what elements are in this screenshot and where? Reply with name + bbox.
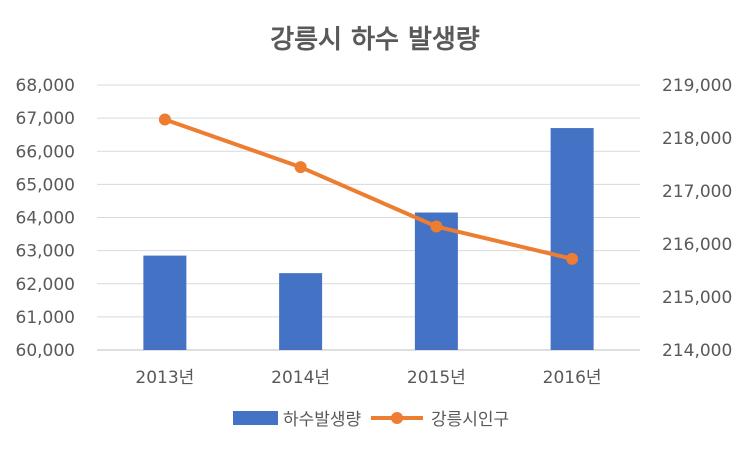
left-tick-label: 64,000	[16, 209, 75, 229]
x-tick-label: 2013년	[135, 368, 194, 388]
legend: 하수발생량 강릉시인구	[233, 410, 509, 430]
right-tick-label: 216,000	[662, 235, 732, 255]
right-tick-label: 215,000	[662, 288, 732, 308]
left-tick-label: 65,000	[16, 175, 75, 195]
left-tick-label: 62,000	[16, 275, 75, 295]
legend-label-bar: 하수발생량	[283, 410, 362, 430]
bar	[279, 273, 323, 350]
left-tick-label: 63,000	[16, 242, 75, 262]
x-tick-label: 2015년	[407, 368, 466, 388]
right-tick-label: 217,000	[662, 182, 732, 202]
right-tick-label: 218,000	[662, 129, 732, 149]
left-tick-label: 67,000	[16, 109, 75, 129]
line-series	[158, 113, 579, 265]
left-tick-label: 66,000	[16, 142, 75, 162]
line-point	[430, 220, 443, 233]
right-axis: 214,000 215,000 216,000 217,000 218,000 219,0…	[662, 76, 732, 361]
right-tick-label: 214,000	[662, 341, 732, 361]
left-axis: 60,000 61,000 62,000 63,000 64,000 65,000 66,0…	[16, 76, 75, 361]
legend-marker-line	[391, 412, 403, 424]
left-tick-label: 68,000	[16, 76, 75, 96]
gridlines	[97, 84, 640, 351]
bar	[550, 128, 594, 350]
x-tick-label: 2014년	[271, 368, 330, 388]
line-point	[158, 113, 171, 126]
line-point	[294, 161, 307, 174]
x-tick-label: 2016년	[543, 368, 602, 388]
legend-label-line: 강릉시인구	[431, 410, 509, 430]
right-tick-label: 219,000	[662, 76, 732, 96]
bar-series	[143, 128, 594, 350]
bar	[414, 212, 458, 350]
bar	[143, 255, 187, 350]
line-point	[566, 252, 579, 265]
series-line	[164, 117, 573, 261]
legend-swatch-bar	[233, 411, 278, 425]
x-axis: 2013년 2014년 2015년 2016년	[135, 368, 601, 388]
chart-title: 강릉시 하수 발생량	[270, 25, 480, 55]
left-tick-label: 61,000	[16, 308, 75, 328]
left-tick-label: 60,000	[16, 341, 75, 361]
